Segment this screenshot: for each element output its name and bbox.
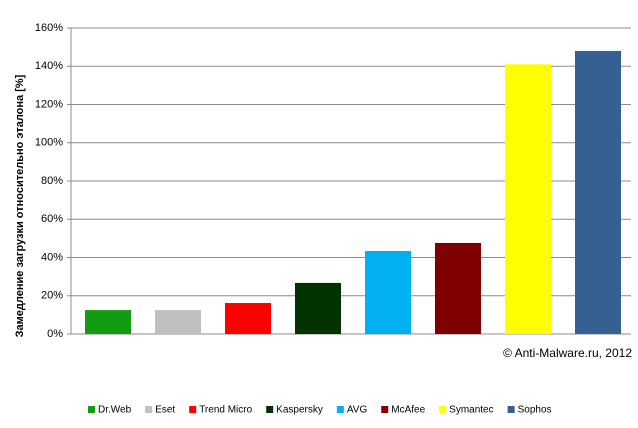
y-tick-label: 100% <box>35 137 63 149</box>
y-tick-label: 160% <box>35 22 63 34</box>
legend-swatch <box>381 406 389 413</box>
legend-swatch <box>145 406 153 413</box>
legend-swatch <box>507 406 515 413</box>
bar <box>295 282 341 334</box>
legend-label: AVG <box>347 405 368 416</box>
legend-label: McAfee <box>391 405 425 416</box>
bar <box>365 250 411 334</box>
legend-swatch <box>189 406 197 413</box>
y-tick-label: 60% <box>41 213 63 225</box>
legend-label: Kaspersky <box>276 405 323 416</box>
bar <box>575 50 621 334</box>
bar <box>435 242 481 334</box>
legend-label: Sophos <box>518 405 552 416</box>
y-tick-label: 80% <box>41 175 63 187</box>
legend-label: Trend Micro <box>199 405 252 416</box>
y-tick-label: 140% <box>35 60 63 72</box>
legend-swatch <box>88 406 95 413</box>
annotation: © Anti-Malware.ru, 2012 <box>503 346 632 360</box>
bar <box>225 303 271 334</box>
y-tick-label: 20% <box>41 290 63 302</box>
bar <box>155 310 201 334</box>
legend-label: Symantec <box>449 405 493 416</box>
legend-label: Dr.Web <box>98 405 132 416</box>
y-tick-label: 120% <box>35 98 63 110</box>
legend-swatch <box>439 406 447 413</box>
legend-swatch <box>336 406 344 413</box>
legend-swatch <box>266 406 274 413</box>
bar <box>85 310 131 334</box>
bar <box>505 64 551 335</box>
y-tick-label: 40% <box>41 251 63 263</box>
y-tick-label: 0% <box>47 328 63 340</box>
y-axis-label: Замедление загрузки относительно эталона… <box>14 74 26 337</box>
legend-label: Eset <box>155 405 175 416</box>
